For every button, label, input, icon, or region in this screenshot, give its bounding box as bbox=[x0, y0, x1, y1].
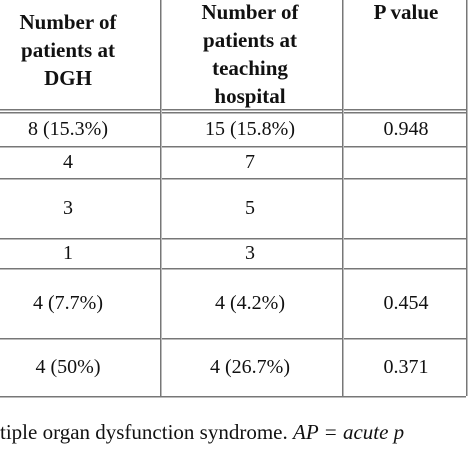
table-cell: 15 (15.8%) bbox=[205, 118, 295, 140]
table-cell: 4 (26.7%) bbox=[210, 356, 290, 378]
column-border bbox=[160, 0, 162, 396]
table-cell: 3 bbox=[245, 242, 255, 264]
table-cell: 1 bbox=[63, 242, 73, 264]
caption: tiple organ dysfunction syndrome. AP = a… bbox=[0, 420, 404, 445]
header-cell: P value bbox=[373, 0, 439, 24]
row-border bbox=[0, 338, 466, 340]
table-cell: 0.371 bbox=[383, 356, 429, 378]
header-cell: hospital bbox=[214, 84, 286, 108]
table-cell: 5 bbox=[245, 197, 255, 219]
table-cell: 4 (7.7%) bbox=[33, 292, 103, 314]
header-cell: patients at bbox=[203, 28, 297, 52]
table-cell: 4 (4.2%) bbox=[215, 292, 285, 314]
row-border bbox=[0, 268, 466, 270]
table-cell: 4 (50%) bbox=[35, 356, 101, 378]
header-cell: DGH bbox=[44, 66, 92, 90]
row-border bbox=[0, 112, 466, 114]
header-cell: teaching bbox=[212, 56, 288, 80]
table-cell: 8 (15.3%) bbox=[28, 118, 108, 140]
row-border bbox=[0, 109, 466, 111]
header-cell: Number of bbox=[19, 10, 117, 34]
caption-italic: AP = acute p bbox=[293, 420, 405, 444]
row-border bbox=[0, 396, 466, 398]
row-border bbox=[0, 178, 466, 180]
table-cell: 0.454 bbox=[383, 292, 429, 314]
header-cell: patients at bbox=[21, 38, 115, 62]
table-cell: 0.948 bbox=[383, 118, 429, 140]
column-border bbox=[466, 0, 468, 396]
caption-text: tiple organ dysfunction syndrome. bbox=[0, 420, 293, 444]
row-border bbox=[0, 146, 466, 148]
table-cell: 3 bbox=[63, 197, 73, 219]
header-cell: Number of bbox=[201, 0, 299, 24]
row-border bbox=[0, 238, 466, 240]
table-cell: 7 bbox=[245, 151, 255, 173]
table-cell: 4 bbox=[63, 151, 73, 173]
column-border bbox=[342, 0, 344, 396]
